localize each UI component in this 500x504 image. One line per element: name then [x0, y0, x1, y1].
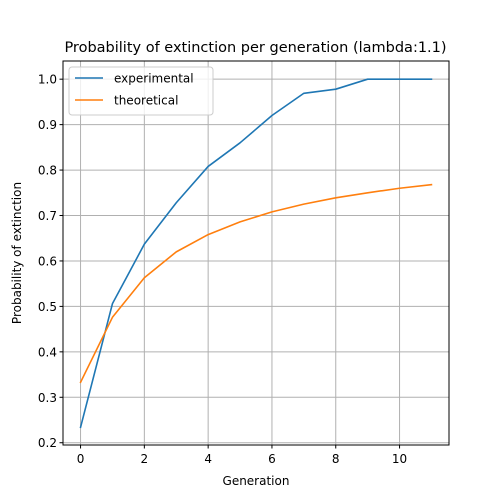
y-tick-label: 0.2 — [38, 436, 57, 450]
x-tick-label: 10 — [392, 452, 407, 466]
legend-label-theoretical: theoretical — [114, 94, 178, 108]
y-tick-label: 0.9 — [38, 118, 57, 132]
x-axis-label: Generation — [223, 474, 290, 488]
legend: experimental theoretical — [68, 66, 214, 116]
y-tick-label: 0.7 — [38, 209, 57, 223]
y-axis-label: Probability of extinction — [10, 182, 24, 324]
y-tick-label: 0.6 — [38, 254, 57, 268]
chart-title: Probability of extinction per generation… — [64, 40, 446, 56]
series-line-theoretical — [79, 183, 433, 384]
y-tick-label: 0.3 — [38, 391, 57, 405]
y-tick-label: 0.5 — [38, 300, 57, 314]
y-tick-label: 0.4 — [38, 345, 57, 359]
series-lines — [79, 78, 433, 429]
x-tick-label: 8 — [332, 452, 340, 466]
legend-box — [68, 66, 214, 116]
x-tick-label: 4 — [204, 452, 212, 466]
plot-frame — [62, 60, 450, 446]
x-tick-label: 2 — [141, 452, 149, 466]
y-tick-label: 0.8 — [38, 164, 57, 178]
y-tick-label: 1.0 — [38, 73, 57, 87]
grid-lines — [63, 61, 449, 445]
series-line-experimental — [79, 78, 433, 429]
legend-label-experimental: experimental — [114, 72, 194, 86]
axis-ticks: 0 2 4 6 8 10 0.2 0.3 0.4 0.5 0.6 0.7 0.8 0.9 1.0 — [38, 73, 407, 466]
x-tick-label: 0 — [77, 452, 85, 466]
x-tick-label: 6 — [268, 452, 276, 466]
